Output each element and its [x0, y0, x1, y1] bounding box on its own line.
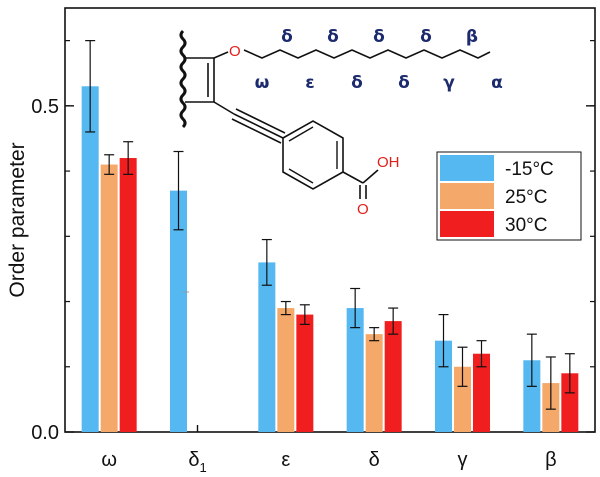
oxygen-atom-label: O — [229, 43, 241, 60]
legend-swatch — [440, 155, 494, 181]
legend-label: -15°C — [505, 159, 554, 180]
y-tick-label: 0.0 — [31, 422, 59, 444]
alkyne-bond — [235, 108, 286, 134]
chain-label: β — [466, 27, 478, 47]
plot-frame — [64, 7, 596, 433]
x-tick-label-main: ω — [101, 449, 117, 471]
carbonyl-oxygen-label: O — [357, 201, 369, 218]
ring-bond — [213, 51, 229, 59]
alkyl-chain — [243, 49, 491, 59]
y-tick-labels: 0.0 0.5 — [31, 96, 59, 444]
bar — [454, 366, 471, 432]
chain-label: δ — [351, 73, 363, 93]
x-tick-label: γ — [458, 449, 468, 471]
x-tick-label-main: δ — [369, 449, 380, 471]
y-tick-label: 0.5 — [31, 96, 59, 118]
bar — [523, 360, 541, 432]
chain-label: γ — [443, 73, 455, 93]
ring-bond — [213, 101, 235, 115]
x-tick-label: ε — [281, 449, 290, 471]
alkyne-bond — [231, 118, 282, 144]
x-tick-label-main: ε — [281, 449, 290, 471]
bar — [100, 164, 118, 433]
alkyne-bond — [233, 113, 284, 139]
chain-label: δ — [373, 27, 385, 47]
x-tick-label: ω — [101, 449, 117, 471]
bar — [119, 158, 137, 432]
molecule-structure: O OH O δ δ δ δ β ω ε δ δ γ α — [179, 27, 503, 218]
x-tick-label-subscript: 1 — [199, 460, 206, 475]
legend-label: 30°C — [505, 215, 547, 236]
bar — [365, 334, 383, 432]
chain-label: δ — [420, 27, 432, 47]
error-bars-group — [85, 40, 575, 410]
x-tick-label: δ — [369, 449, 380, 471]
benzene-double-bond — [288, 126, 314, 142]
chain-label: δ — [398, 73, 410, 93]
x-tick-label-main: β — [545, 449, 557, 471]
bar — [170, 190, 187, 432]
bar — [258, 262, 276, 432]
bar — [435, 340, 452, 432]
y-major-ticks — [65, 105, 595, 433]
surface-wavy-line — [179, 29, 187, 129]
carboxyl-bond — [362, 169, 379, 184]
legend: -15°C 25°C 30°C — [436, 151, 582, 241]
x-tick-labels: ω δ1 ε δ γ β — [101, 449, 556, 475]
hydroxyl-label: OH — [377, 154, 400, 171]
bars-group — [81, 86, 579, 433]
x-tick-label-main: γ — [458, 449, 468, 471]
legend-label: 25°C — [505, 187, 547, 208]
bar — [346, 308, 364, 432]
chain-label: α — [491, 73, 503, 93]
bar — [473, 353, 490, 432]
chain-label: δ — [327, 27, 339, 47]
bar — [561, 373, 579, 432]
x-tick-label: δ1 — [188, 449, 206, 475]
chain-label: ω — [255, 73, 270, 93]
x-tick-label-main: δ — [188, 449, 199, 471]
bar — [296, 314, 314, 432]
carboxyl-bond — [342, 171, 364, 184]
bar — [384, 321, 402, 432]
legend-swatch — [440, 211, 494, 237]
chain-label: ε — [305, 73, 314, 93]
bar — [277, 308, 295, 432]
x-tick-label: β — [545, 449, 557, 471]
benzene-double-bond — [288, 168, 314, 184]
legend-swatch — [440, 183, 494, 209]
y-axis-title: Order parameter — [6, 142, 29, 297]
chain-label: δ — [281, 27, 293, 47]
benzene-ring — [282, 120, 344, 190]
bar — [81, 86, 99, 433]
